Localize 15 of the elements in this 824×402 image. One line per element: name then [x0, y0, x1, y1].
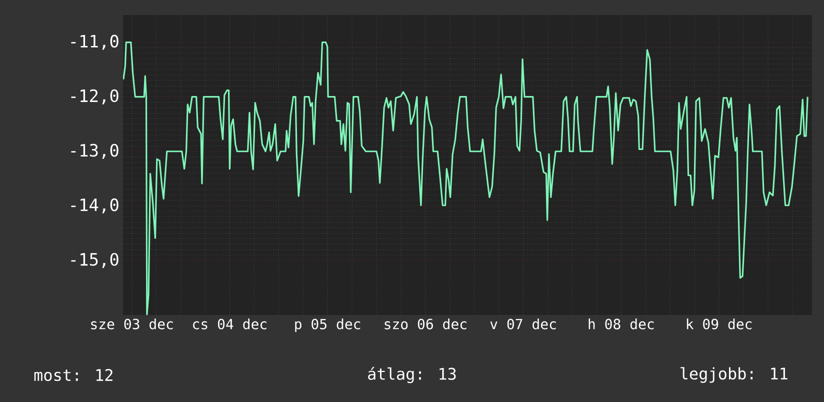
y-tick-label: -15,0	[71, 252, 118, 268]
y-tick-label: -12,0	[71, 89, 118, 104]
x-tick-label: k 09 dec	[686, 318, 752, 330]
x-tick-label: h 08 dec	[588, 318, 654, 330]
text: most: 12	[34, 368, 112, 382]
x-tick-label: p 05 dec	[295, 318, 360, 332]
x-tick-label: cs 04 dec	[193, 318, 266, 330]
x-tick-label: sze 03 dec	[91, 318, 173, 330]
y-tick-label: -13,0	[71, 144, 118, 159]
x-tick-label: v 07 dec	[490, 318, 556, 330]
text: legjobb: 11	[680, 367, 788, 383]
x-tick-label: szo 06 dec	[384, 318, 466, 330]
y-tick-label: -11,0	[71, 34, 118, 50]
y-tick-label: -14,0	[71, 198, 118, 214]
text: átlag: 13	[368, 366, 456, 384]
